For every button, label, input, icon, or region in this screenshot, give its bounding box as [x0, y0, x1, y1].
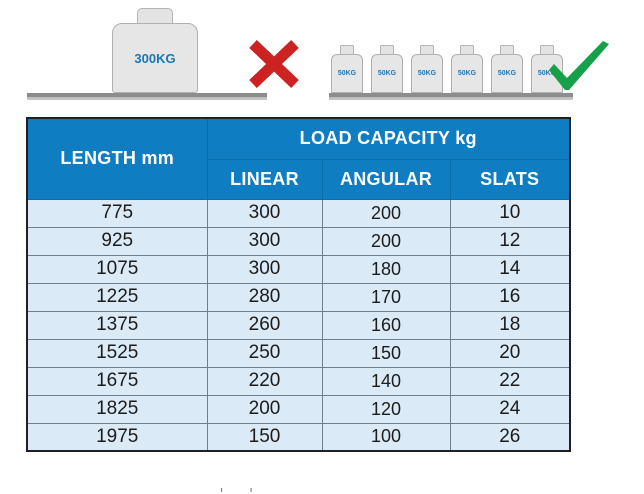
cell-linear: 260 [206, 310, 323, 340]
table-row: 1825 200 120 24 [26, 394, 571, 424]
cell-linear: 300 [206, 226, 323, 256]
column-header-linear: LINEAR [206, 158, 323, 200]
cell-angular: 200 [321, 198, 451, 228]
weight-label: 50KG [337, 70, 357, 77]
shelf-bar-left [27, 93, 267, 100]
clipped-bottom-content: l ‾‾‾‾ l [0, 488, 644, 494]
cell-slats: 20 [449, 338, 571, 368]
clipped-text: l ‾‾‾‾ l [220, 488, 253, 494]
cell-slats: 18 [449, 310, 571, 340]
cell-angular: 180 [321, 254, 451, 284]
cell-angular: 160 [321, 310, 451, 340]
cell-angular: 100 [321, 422, 451, 452]
cell-slats: 10 [449, 198, 571, 228]
red-cross-icon [247, 39, 301, 89]
cell-slats: 26 [449, 422, 571, 452]
cell-length: 1375 [26, 310, 208, 340]
weight-body: 50KG [411, 54, 443, 93]
weight-icon-50kg-5: 50KG [491, 45, 523, 93]
cell-slats: 14 [449, 254, 571, 284]
weight-body: 50KG [491, 54, 523, 93]
shelf-bar-right [329, 93, 573, 100]
weight-body: 50KG [371, 54, 403, 93]
table-row: 925 300 200 12 [26, 226, 571, 256]
cell-length: 775 [26, 198, 208, 228]
weight-body: 50KG [451, 54, 483, 93]
cell-length: 1675 [26, 366, 208, 396]
cell-angular: 120 [321, 394, 451, 424]
weight-knob [340, 45, 354, 54]
table-row: 1375 260 160 18 [26, 310, 571, 340]
weight-icon-50kg-2: 50KG [371, 45, 403, 93]
cell-angular: 150 [321, 338, 451, 368]
weight-label: 50KG [537, 70, 557, 77]
weight-label: 50KG [417, 70, 437, 77]
cell-length: 1075 [26, 254, 208, 284]
cell-linear: 220 [206, 366, 323, 396]
load-capacity-table: LENGTH mm LOAD CAPACITY kg LINEAR ANGULA… [26, 117, 572, 452]
cell-length: 1975 [26, 422, 208, 452]
green-check-icon [546, 40, 612, 92]
table-body: 775 300 200 10 925 300 200 12 1075 300 1… [26, 198, 571, 452]
weight-knob [500, 45, 514, 54]
cell-length: 1825 [26, 394, 208, 424]
weight-icon-50kg-1: 50KG [331, 45, 363, 93]
table-row: 1675 220 140 22 [26, 366, 571, 396]
weight-body: 300KG [112, 23, 198, 93]
cell-length: 1525 [26, 338, 208, 368]
weight-label: 50KG [377, 70, 397, 77]
cell-linear: 150 [206, 422, 323, 452]
weight-knob [460, 45, 474, 54]
cell-slats: 12 [449, 226, 571, 256]
cell-slats: 16 [449, 282, 571, 312]
column-header-angular: ANGULAR [321, 158, 451, 200]
cell-linear: 250 [206, 338, 323, 368]
weight-label: 50KG [457, 70, 477, 77]
table-row: 1525 250 150 20 [26, 338, 571, 368]
weight-label: 50KG [497, 70, 517, 77]
table-header-row-sub: LINEAR ANGULAR SLATS [27, 158, 571, 200]
cell-linear: 300 [206, 254, 323, 284]
table-row: 1075 300 180 14 [26, 254, 571, 284]
weight-knob [420, 45, 434, 54]
weight-icon-50kg-3: 50KG [411, 45, 443, 93]
table-row: 775 300 200 10 [26, 198, 571, 228]
table-header-row-top: LENGTH mm LOAD CAPACITY kg [26, 117, 571, 200]
cell-linear: 280 [206, 282, 323, 312]
cell-length: 1225 [26, 282, 208, 312]
table-row: 1975 150 100 26 [26, 422, 571, 452]
cell-angular: 140 [321, 366, 451, 396]
cell-angular: 200 [321, 226, 451, 256]
table-row: 1225 280 170 16 [26, 282, 571, 312]
weight-body: 50KG [331, 54, 363, 93]
column-header-slats: SLATS [449, 158, 571, 200]
column-header-length: LENGTH mm [26, 117, 208, 200]
cell-linear: 300 [206, 198, 323, 228]
cell-slats: 24 [449, 394, 571, 424]
cell-linear: 200 [206, 394, 323, 424]
load-distribution-illustration: 300KG 50KG 50KG 50KG 50KG [0, 0, 644, 110]
column-header-group-load-capacity: LOAD CAPACITY kg [206, 117, 571, 160]
cell-length: 925 [26, 226, 208, 256]
weight-label: 300KG [134, 50, 176, 66]
weight-icon-300kg: 300KG [112, 8, 198, 93]
cell-slats: 22 [449, 366, 571, 396]
weight-knob [540, 45, 554, 54]
weight-knob [380, 45, 394, 54]
cell-angular: 170 [321, 282, 451, 312]
weight-icon-50kg-4: 50KG [451, 45, 483, 93]
